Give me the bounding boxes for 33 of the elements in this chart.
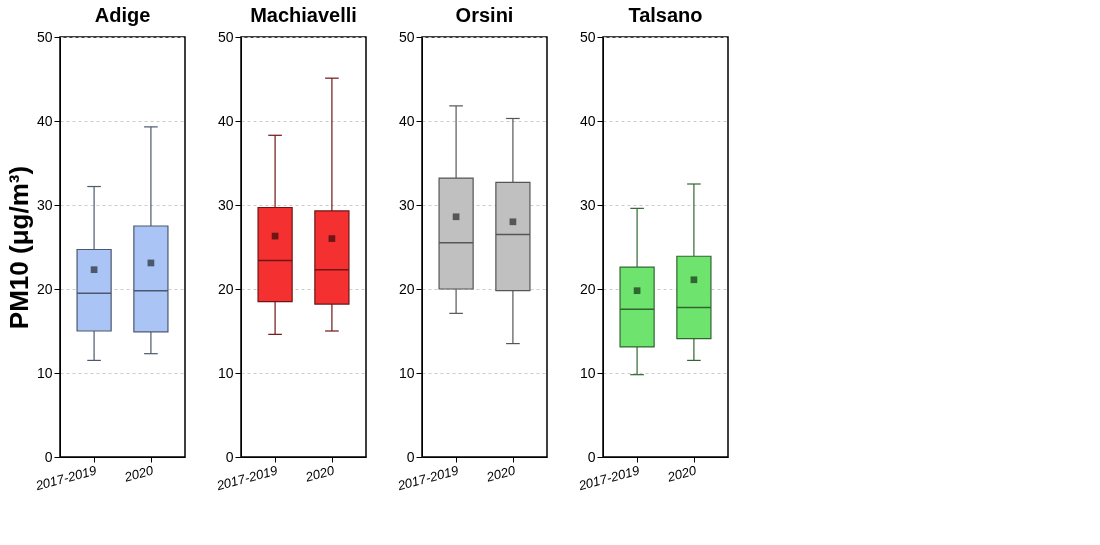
y-tick-label: 10 <box>398 364 415 381</box>
y-tick-label: 40 <box>398 112 415 129</box>
y-tick-label: 20 <box>217 280 234 297</box>
y-tick-label: 0 <box>406 448 415 465</box>
y-tick-label: 50 <box>398 28 415 45</box>
x-tick-label: 2020 <box>483 462 518 485</box>
y-tick-label: 30 <box>36 196 53 213</box>
y-tick-label: 20 <box>36 280 53 297</box>
y-tick-label: 30 <box>217 196 234 213</box>
y-tick-label: 50 <box>579 28 596 45</box>
x-tick-label: 2020 <box>664 462 699 485</box>
y-tick-label: 50 <box>217 28 234 45</box>
y-axis-title: PM10 (μg/m³) <box>3 165 34 330</box>
chart-title: Talsano <box>628 4 703 26</box>
x-tick-label: 2020 <box>302 462 337 485</box>
y-tick-label: 40 <box>579 112 596 129</box>
y-tick-label: 50 <box>36 28 53 45</box>
y-tick-label: 30 <box>398 196 415 213</box>
chart-title: Orsini <box>455 4 514 26</box>
y-tick-label: 0 <box>225 448 234 465</box>
y-tick-label: 40 <box>36 112 53 129</box>
chart-title: Machiavelli <box>250 4 357 26</box>
y-tick-label: 10 <box>36 364 53 381</box>
y-tick-label: 20 <box>579 280 596 297</box>
y-tick-label: 10 <box>217 364 234 381</box>
y-tick-label: 30 <box>579 196 596 213</box>
x-tick-label: 2020 <box>121 462 156 485</box>
y-tick-label: 10 <box>579 364 596 381</box>
y-tick-label: 0 <box>44 448 53 465</box>
y-tick-label: 40 <box>217 112 234 129</box>
y-tick-label: 0 <box>587 448 596 465</box>
chart-title: Adige <box>94 4 151 26</box>
y-tick-label: 20 <box>398 280 415 297</box>
